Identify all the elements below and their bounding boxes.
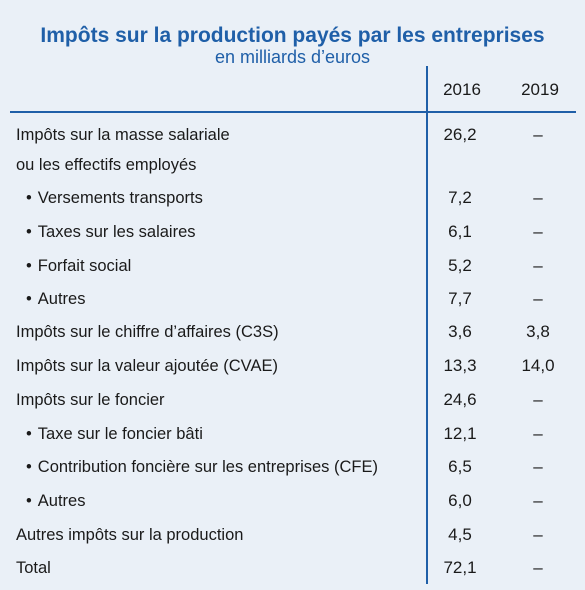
bullet-icon: • (26, 492, 32, 510)
column-header-2016: 2016 (443, 80, 481, 99)
table-row: • Versements transports 7,2 – (0, 183, 585, 213)
value-2016: 12,1 (443, 424, 477, 443)
value-2016: 6,5 (448, 457, 472, 476)
value-2019: – (533, 491, 543, 510)
value-2019: – (533, 390, 543, 409)
table-row: Impôts sur la masse salariale 26,2 – (0, 120, 585, 150)
bullet-icon: • (26, 458, 32, 476)
table-title: Impôts sur la production payés par les e… (40, 24, 545, 47)
value-2016: 72,1 (443, 558, 477, 577)
bullet-icon: • (26, 223, 32, 241)
row-label: Impôts sur le foncier (16, 391, 165, 409)
column-header-2019: 2019 (521, 80, 559, 99)
value-2019: – (533, 188, 543, 207)
bullet-icon: • (26, 189, 32, 207)
value-2019: – (533, 558, 543, 577)
row-label: Forfait social (37, 257, 132, 275)
table-row: ou les effectifs employés (0, 150, 585, 180)
table-row: • Autres 6,0 – (0, 486, 585, 516)
value-2019: – (533, 289, 543, 308)
value-2019: – (533, 222, 543, 241)
table-row: Autres impôts sur la production 4,5 – (0, 520, 585, 550)
table-row: • Taxe sur le foncier bâti 12,1 – (0, 419, 585, 449)
row-label: Impôts sur la valeur ajoutée (CVAE) (16, 357, 278, 375)
row-label: Impôts sur la masse salariale (16, 126, 230, 144)
bullet-icon: • (26, 257, 32, 275)
value-2016: 7,7 (448, 289, 472, 308)
value-2016: 6,1 (448, 222, 472, 241)
value-2016: 3,6 (448, 322, 472, 341)
table-row: • Autres 7,7 – (0, 284, 585, 314)
table-row: • Forfait social 5,2 – (0, 251, 585, 281)
value-2019: 3,8 (526, 322, 550, 341)
value-2019: – (533, 424, 543, 443)
table-row: Impôts sur la valeur ajoutée (CVAE) 13,3… (0, 351, 585, 381)
value-2016: 7,2 (448, 188, 472, 207)
row-label: Total (16, 559, 51, 577)
value-2019: 14,0 (521, 356, 555, 375)
table-row: Impôts sur le chiffre d’affaires (C3S) 3… (0, 317, 585, 347)
value-2019: – (533, 256, 543, 275)
header-divider (10, 111, 576, 113)
table-row: • Contribution foncière sur les entrepris… (0, 452, 585, 482)
row-label: Autres (37, 492, 86, 510)
value-2016: 26,2 (443, 125, 477, 144)
bullet-icon: • (26, 290, 32, 308)
column-divider (426, 66, 428, 584)
value-2016: 5,2 (448, 256, 472, 275)
value-2019: – (533, 525, 543, 544)
value-2019: – (533, 125, 543, 144)
row-label: Versements transports (37, 189, 203, 207)
row-label: Autres (37, 290, 86, 308)
value-2019: – (533, 457, 543, 476)
row-label: Contribution foncière sur les entreprise… (37, 458, 378, 476)
value-2016: 4,5 (448, 525, 472, 544)
table-subtitle: en milliards d’euros (214, 47, 371, 67)
row-label: ou les effectifs employés (16, 156, 197, 174)
row-label: Autres impôts sur la production (16, 526, 244, 544)
row-label: Taxes sur les salaires (37, 223, 196, 241)
row-label: Impôts sur le chiffre d’affaires (C3S) (16, 323, 279, 341)
bullet-icon: • (26, 425, 32, 443)
row-label: Taxe sur le foncier bâti (37, 425, 203, 443)
value-2016: 24,6 (443, 390, 477, 409)
value-2016: 13,3 (443, 356, 477, 375)
value-2016: 6,0 (448, 491, 472, 510)
table-row: Impôts sur le foncier 24,6 – (0, 385, 585, 415)
table-row-total: Total 72,1 – (0, 553, 585, 583)
table-row: • Taxes sur les salaires 6,1 – (0, 217, 585, 247)
